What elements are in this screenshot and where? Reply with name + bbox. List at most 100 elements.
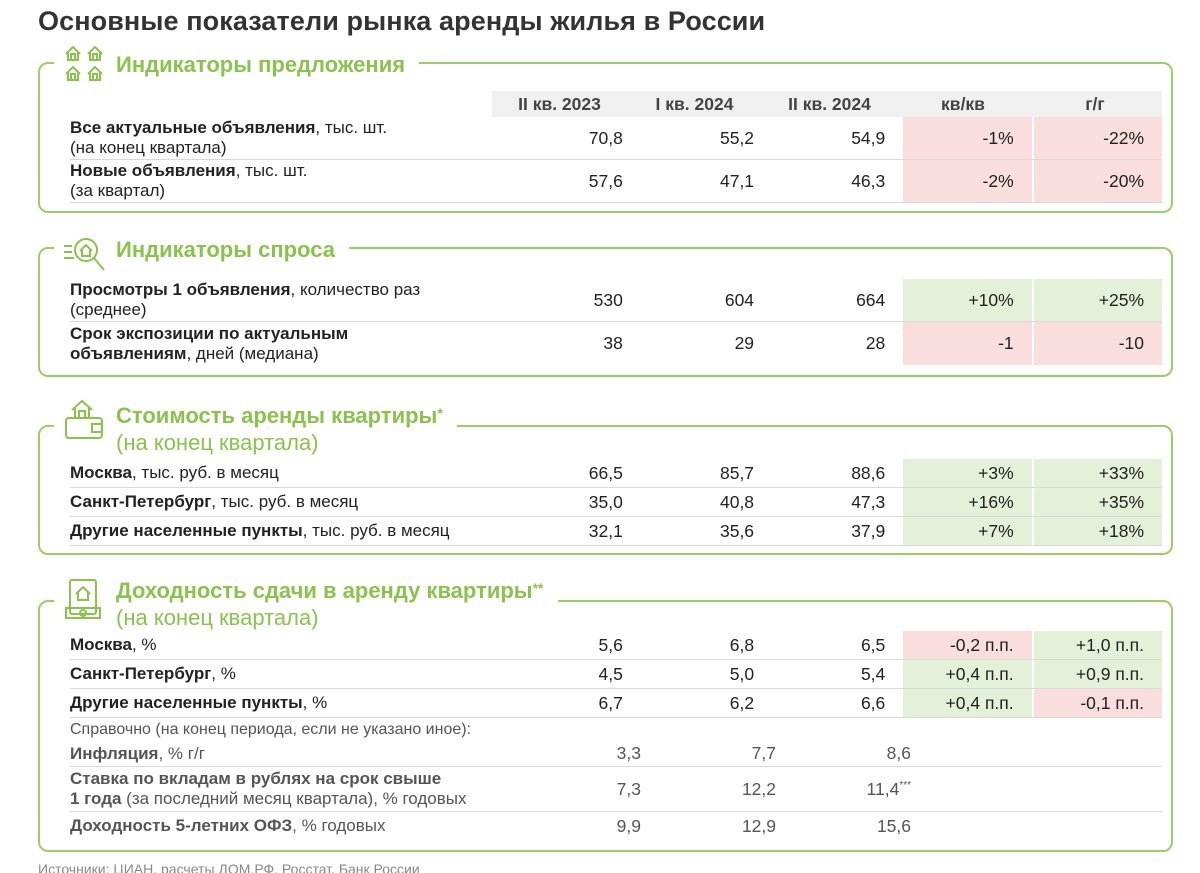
change-qq: +16% (903, 488, 1032, 516)
value-q2-2024: 88,6 (851, 462, 886, 483)
yield-header: Доходность сдачи в аренду квартиры** (на… (54, 576, 558, 631)
change-qq: +10% (903, 279, 1032, 321)
value-q1-2024: 6,8 (729, 634, 755, 655)
row-label: Санкт-Петербург, % (70, 664, 236, 683)
value-q1-2024: 85,7 (719, 462, 755, 483)
table-row: Санкт-Петербург, тыс. руб. в месяц 35,0 … (70, 488, 1163, 517)
demand-title: Индикаторы спроса (116, 237, 335, 262)
row-label: Ставка по вкладам в рублях на срок свыше… (70, 769, 467, 808)
value-q2-2023: 57,6 (588, 170, 623, 191)
table-row: Все актуальные объявления, тыс. шт. (на к… (70, 117, 1163, 160)
rent-subtitle: (на конец квартала) (116, 430, 319, 455)
row-label: Другие населенные пункты, тыс. руб. в ме… (70, 521, 450, 540)
value-q2-2024: 54,9 (851, 127, 886, 148)
change-qq: -1 (903, 322, 1032, 365)
change-yy: +25% (1033, 279, 1163, 321)
value-q1-2024: 6,2 (729, 692, 755, 713)
value-q2-2024: 15,6 (876, 815, 911, 836)
table-row: Инфляция, % г/г 3,3 7,7 8,6 (70, 741, 1162, 767)
table-row: Просмотры 1 объявления, количество раз (с… (70, 279, 1163, 322)
value-q1-2024: 29 (734, 333, 755, 353)
table-row: Москва, тыс. руб. в месяц 66,5 85,7 88,6… (70, 459, 1163, 488)
value-q2-2023: 38 (603, 333, 623, 353)
rent-section: Стоимость аренды квартиры* (на конец ква… (38, 396, 1173, 555)
supply-section: Индикаторы предложения II кв. 2023 I кв.… (38, 38, 1173, 213)
value-q1-2024: 7,7 (751, 743, 776, 763)
magnifier-house-icon (64, 238, 105, 271)
value-q2-2023: 4,5 (598, 663, 623, 684)
value-q1-2024: 47,1 (719, 170, 755, 191)
row-label: Срок экспозиции по актуальным объявлениям… (70, 323, 349, 363)
table-row: Ставка по вкладам в рублях на срок свыше… (70, 767, 1162, 812)
row-label: Другие населенные пункты, % (70, 693, 328, 712)
change-yy: -0,1 п.п. (1033, 689, 1163, 717)
col-yy: г/г (1085, 93, 1105, 114)
row-label: Инфляция, % г/г (70, 743, 205, 763)
row-label: Доходность 5-летних ОФЗ, % годовых (70, 816, 386, 835)
value-q1-2024: 12,2 (741, 778, 776, 799)
change-yy: +0,9 п.п. (1033, 660, 1163, 688)
change-yy: -10 (1033, 322, 1163, 365)
table-row: Другие населенные пункты, тыс. руб. в ме… (70, 517, 1163, 546)
value-q1-2024: 5,0 (729, 663, 755, 684)
value-q2-2023: 7,3 (616, 778, 641, 799)
supply-header: Индикаторы предложения (54, 38, 420, 84)
col-q2-2023: II кв. 2023 (518, 93, 601, 114)
change-qq: -2% (903, 160, 1032, 202)
value-q2-2024: 6,6 (860, 692, 886, 713)
table-row: Санкт-Петербург, % 4,5 5,0 5,4 +0,4 п.п.… (70, 660, 1163, 689)
demand-section: Индикаторы спроса Просмотры 1 объявления… (38, 232, 1173, 377)
row-label: Просмотры 1 объявления, количество раз (с… (70, 280, 421, 319)
table-row: Доходность 5-летних ОФЗ, % годовых 9,9 1… (70, 812, 1162, 840)
value-q2-2023: 5,6 (598, 634, 623, 655)
col-q2-2024: II кв. 2024 (788, 93, 871, 114)
value-q2-2023: 9,9 (616, 815, 641, 836)
rent-title: Стоимость аренды квартиры* (116, 403, 443, 428)
change-yy: +18% (1033, 517, 1163, 545)
yield-section: Доходность сдачи в аренду квартиры** (на… (38, 576, 1173, 852)
value-q2-2024: 8,6 (886, 743, 911, 763)
row-label: Москва, % (70, 635, 157, 654)
col-qq: кв/кв (941, 93, 985, 114)
row-label: Москва, тыс. руб. в месяц (70, 463, 279, 482)
supply-title: Индикаторы предложения (116, 52, 406, 77)
change-yy: -22% (1033, 117, 1163, 159)
table-row: Москва, % 5,6 6,8 6,5 -0,2 п.п. +1,0 п.п… (70, 631, 1163, 660)
value-q2-2023: 530 (593, 289, 623, 310)
value-q1-2024: 12,9 (741, 815, 776, 836)
value-q2-2024: 28 (865, 333, 886, 353)
change-qq: +3% (903, 459, 1032, 487)
value-q2-2024: 6,5 (860, 634, 886, 655)
demand-header: Индикаторы спроса (54, 232, 349, 278)
yield-subtitle: (на конец квартала) (116, 605, 319, 630)
value-q2-2023: 70,8 (588, 127, 623, 148)
houses-icon (65, 45, 103, 81)
value-q2-2024: 5,4 (860, 663, 886, 684)
value-q2-2023: 66,5 (588, 462, 623, 483)
value-q2-2024: 46,3 (851, 170, 886, 191)
table-row: Другие населенные пункты, % 6,7 6,2 6,6 … (70, 689, 1163, 718)
value-q1-2024: 604 (724, 289, 755, 310)
row-label: Новые объявления, тыс. шт. (за квартал) (70, 161, 308, 200)
change-qq: +0,4 п.п. (903, 689, 1032, 717)
yield-title: Доходность сдачи в аренду квартиры** (116, 578, 544, 603)
table-row: Новые объявления, тыс. шт. (за квартал) 5… (70, 160, 1163, 203)
value-q2-2024: 47,3 (851, 491, 886, 512)
reference-note: Справочно (на конец периода, если не ука… (70, 721, 472, 738)
row-label: Все актуальные объявления, тыс. шт. (на к… (70, 118, 388, 157)
change-qq: +7% (903, 517, 1032, 545)
change-yy: +33% (1033, 459, 1163, 487)
value-q1-2024: 55,2 (719, 127, 755, 148)
value-q1-2024: 35,6 (719, 520, 755, 541)
change-yy: +1,0 п.п. (1033, 631, 1163, 659)
change-qq: +0,4 п.п. (903, 660, 1032, 688)
value-q2-2023: 6,7 (598, 692, 623, 713)
change-qq: -0,2 п.п. (903, 631, 1032, 659)
rent-header: Стоимость аренды квартиры* (на конец ква… (54, 396, 457, 456)
source-note: Источники: ЦИАН, расчеты ДОМ.РФ, Росстат… (38, 861, 420, 873)
value-q2-2023: 35,0 (588, 491, 623, 512)
change-qq: -1% (903, 117, 1032, 159)
value-q1-2024: 40,8 (719, 491, 755, 512)
col-q1-2024: I кв. 2024 (655, 93, 734, 114)
table-row: Срок экспозиции по актуальным объявлениям… (70, 322, 1163, 365)
